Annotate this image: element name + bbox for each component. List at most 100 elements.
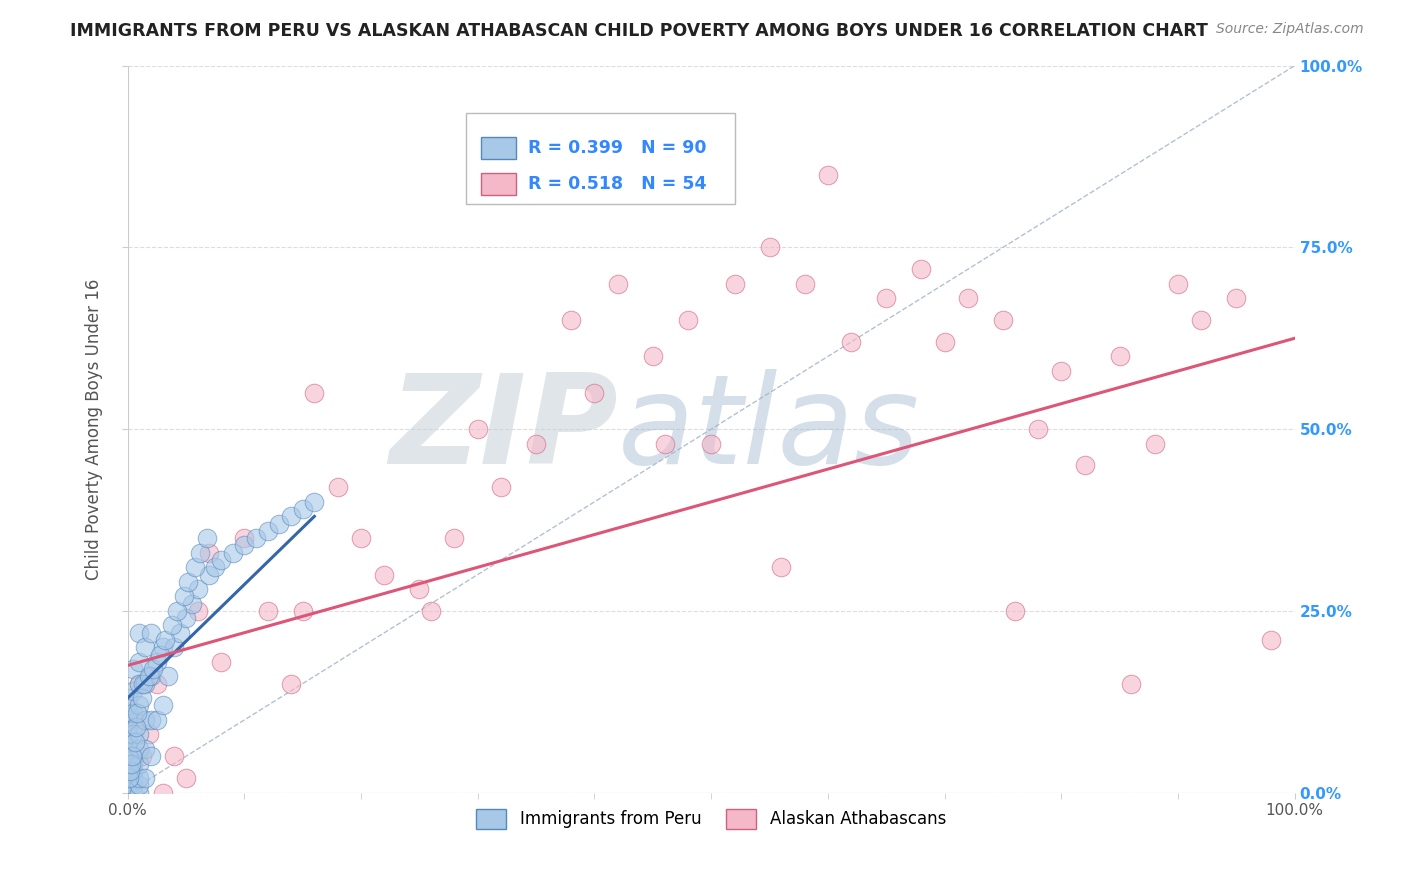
Point: [184, 560, 207, 574]
Point: [131, 749, 153, 764]
Point: [122, 764, 145, 778]
Point: [326, 480, 349, 494]
Point: [117, 778, 139, 792]
Point: [291, 502, 314, 516]
Point: [209, 655, 232, 669]
Point: [117, 764, 139, 778]
Point: [122, 727, 145, 741]
Point: [134, 676, 156, 690]
Point: [233, 538, 256, 552]
Point: [122, 684, 145, 698]
Point: [117, 706, 139, 720]
Point: [221, 546, 243, 560]
Point: [142, 662, 165, 676]
Point: [723, 277, 745, 291]
Point: [956, 291, 979, 305]
Point: [117, 774, 139, 789]
Point: [1167, 277, 1189, 291]
Point: [117, 735, 139, 749]
Point: [676, 313, 699, 327]
Point: [128, 676, 150, 690]
Point: [758, 240, 780, 254]
Point: [146, 655, 169, 669]
Point: [128, 727, 150, 741]
Point: [139, 669, 162, 683]
Point: [198, 567, 221, 582]
Point: [125, 706, 148, 720]
Point: [128, 786, 150, 800]
Point: [117, 756, 139, 771]
Point: [1260, 632, 1282, 647]
Point: [139, 625, 162, 640]
Point: [173, 590, 195, 604]
Point: [304, 385, 326, 400]
Point: [839, 334, 862, 349]
Y-axis label: Child Poverty Among Boys Under 16: Child Poverty Among Boys Under 16: [86, 278, 103, 580]
Text: atlas: atlas: [617, 368, 920, 490]
Point: [245, 531, 267, 545]
Point: [1143, 436, 1166, 450]
Point: [146, 713, 169, 727]
Point: [117, 720, 139, 734]
Point: [153, 632, 176, 647]
Point: [583, 385, 606, 400]
Point: [1225, 291, 1247, 305]
Point: [128, 676, 150, 690]
Point: [128, 742, 150, 756]
Point: [134, 771, 156, 785]
Point: [117, 698, 139, 713]
Point: [152, 786, 174, 800]
Point: [152, 698, 174, 713]
Point: [122, 706, 145, 720]
Point: [1189, 313, 1212, 327]
Point: [128, 771, 150, 785]
Point: [350, 531, 373, 545]
Point: [373, 567, 395, 582]
Point: [117, 742, 139, 756]
Point: [1108, 350, 1130, 364]
Point: [420, 604, 443, 618]
Point: [122, 778, 145, 792]
Point: [122, 771, 145, 785]
Text: R = 0.399   N = 90: R = 0.399 N = 90: [527, 139, 706, 157]
Point: [174, 611, 197, 625]
Point: [149, 648, 172, 662]
Point: [209, 553, 232, 567]
Point: [131, 691, 153, 706]
Point: [117, 691, 139, 706]
Point: [408, 582, 430, 596]
Point: [269, 516, 291, 531]
Point: [124, 735, 146, 749]
Point: [187, 604, 209, 618]
Point: [256, 604, 278, 618]
Point: [125, 720, 148, 734]
Point: [304, 495, 326, 509]
Point: [169, 625, 191, 640]
Point: [122, 756, 145, 771]
Text: Source: ZipAtlas.com: Source: ZipAtlas.com: [1216, 22, 1364, 37]
Point: [122, 749, 145, 764]
Point: [467, 422, 489, 436]
Point: [117, 786, 139, 800]
Point: [117, 771, 139, 785]
Point: [117, 749, 139, 764]
Point: [991, 313, 1014, 327]
Point: [128, 698, 150, 713]
Point: [654, 436, 676, 450]
Point: [152, 640, 174, 655]
Point: [118, 771, 141, 785]
Point: [138, 727, 160, 741]
Text: R = 0.518   N = 54: R = 0.518 N = 54: [527, 175, 706, 193]
Point: [793, 277, 815, 291]
Point: [641, 350, 664, 364]
Point: [524, 436, 547, 450]
Point: [134, 713, 156, 727]
Point: [128, 625, 150, 640]
Point: [204, 560, 226, 574]
Point: [174, 771, 197, 785]
Point: [128, 756, 150, 771]
Point: [117, 727, 139, 741]
Point: [134, 640, 156, 655]
Point: [128, 778, 150, 792]
Point: [122, 786, 145, 800]
